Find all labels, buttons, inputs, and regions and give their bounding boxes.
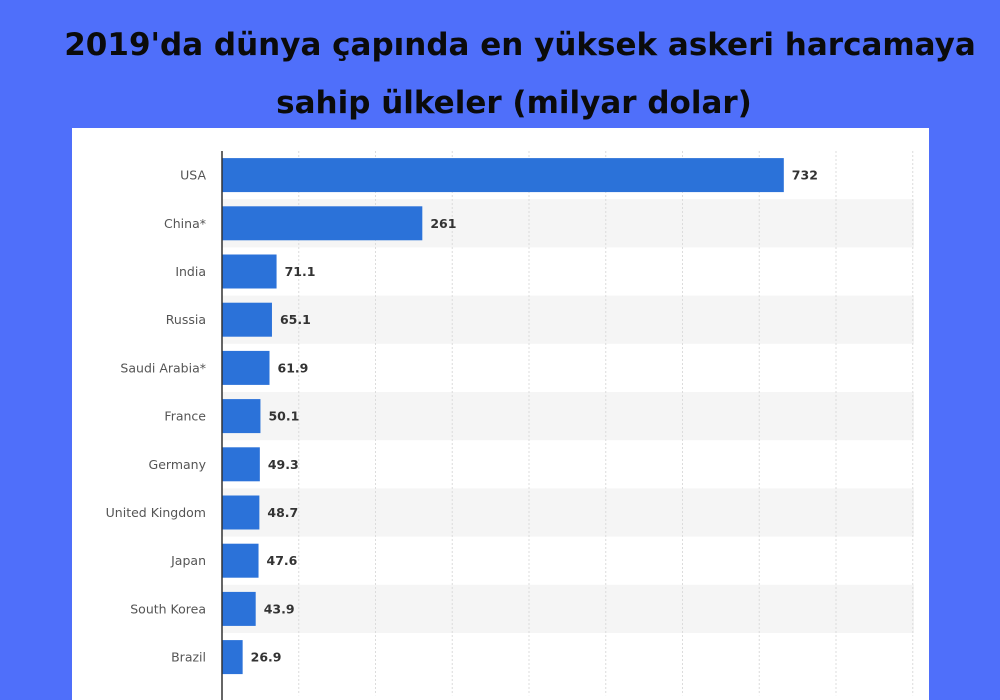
value-label: 26.9 (251, 650, 282, 665)
category-label: Russia (166, 312, 206, 327)
category-label: USA (180, 168, 206, 183)
value-label: 49.3 (268, 457, 299, 472)
category-label: South Korea (130, 601, 206, 616)
value-label: 65.1 (280, 312, 311, 327)
bar (222, 543, 259, 578)
chart-title: 2019'da dünya çapında en yüksek askeri h… (0, 16, 1000, 132)
bar (222, 350, 270, 385)
bar (222, 640, 243, 675)
row-stripe (222, 295, 914, 344)
bar (222, 591, 256, 626)
category-label: Brazil (171, 650, 206, 665)
category-label: United Kingdom (106, 505, 206, 520)
bar (222, 447, 260, 482)
value-label: 61.9 (278, 360, 309, 375)
value-label: 43.9 (264, 601, 295, 616)
bar (222, 206, 423, 241)
value-label: 71.1 (285, 264, 316, 279)
chart-title-line-2: sahip ülkeler (milyar dolar) (276, 85, 752, 121)
category-label: Germany (149, 457, 207, 472)
row-stripe (222, 392, 914, 441)
chart-panel: USA 732 China* 261 India 71.1 Russia 65.1 Saudi … (72, 128, 929, 700)
row-stripe (222, 584, 914, 633)
chart-title-line-1: 2019'da dünya çapında en yüksek askeri h… (64, 27, 976, 63)
bar (222, 399, 261, 434)
category-label: France (164, 409, 206, 424)
bar (222, 302, 272, 337)
value-label: 50.1 (268, 409, 299, 424)
row-stripe (222, 488, 914, 537)
value-label: 48.7 (267, 505, 298, 520)
bar (222, 254, 277, 289)
value-label: 47.6 (267, 553, 298, 568)
value-label: 732 (792, 168, 818, 183)
category-label: Saudi Arabia* (120, 360, 206, 375)
category-label: Japan (170, 553, 206, 568)
bar (222, 495, 260, 530)
value-label: 261 (430, 216, 456, 231)
category-label: China* (164, 216, 206, 231)
bar-chart: USA 732 China* 261 India 71.1 Russia 65.1 Saudi … (106, 151, 914, 700)
bar (222, 158, 784, 193)
category-label: India (175, 264, 206, 279)
